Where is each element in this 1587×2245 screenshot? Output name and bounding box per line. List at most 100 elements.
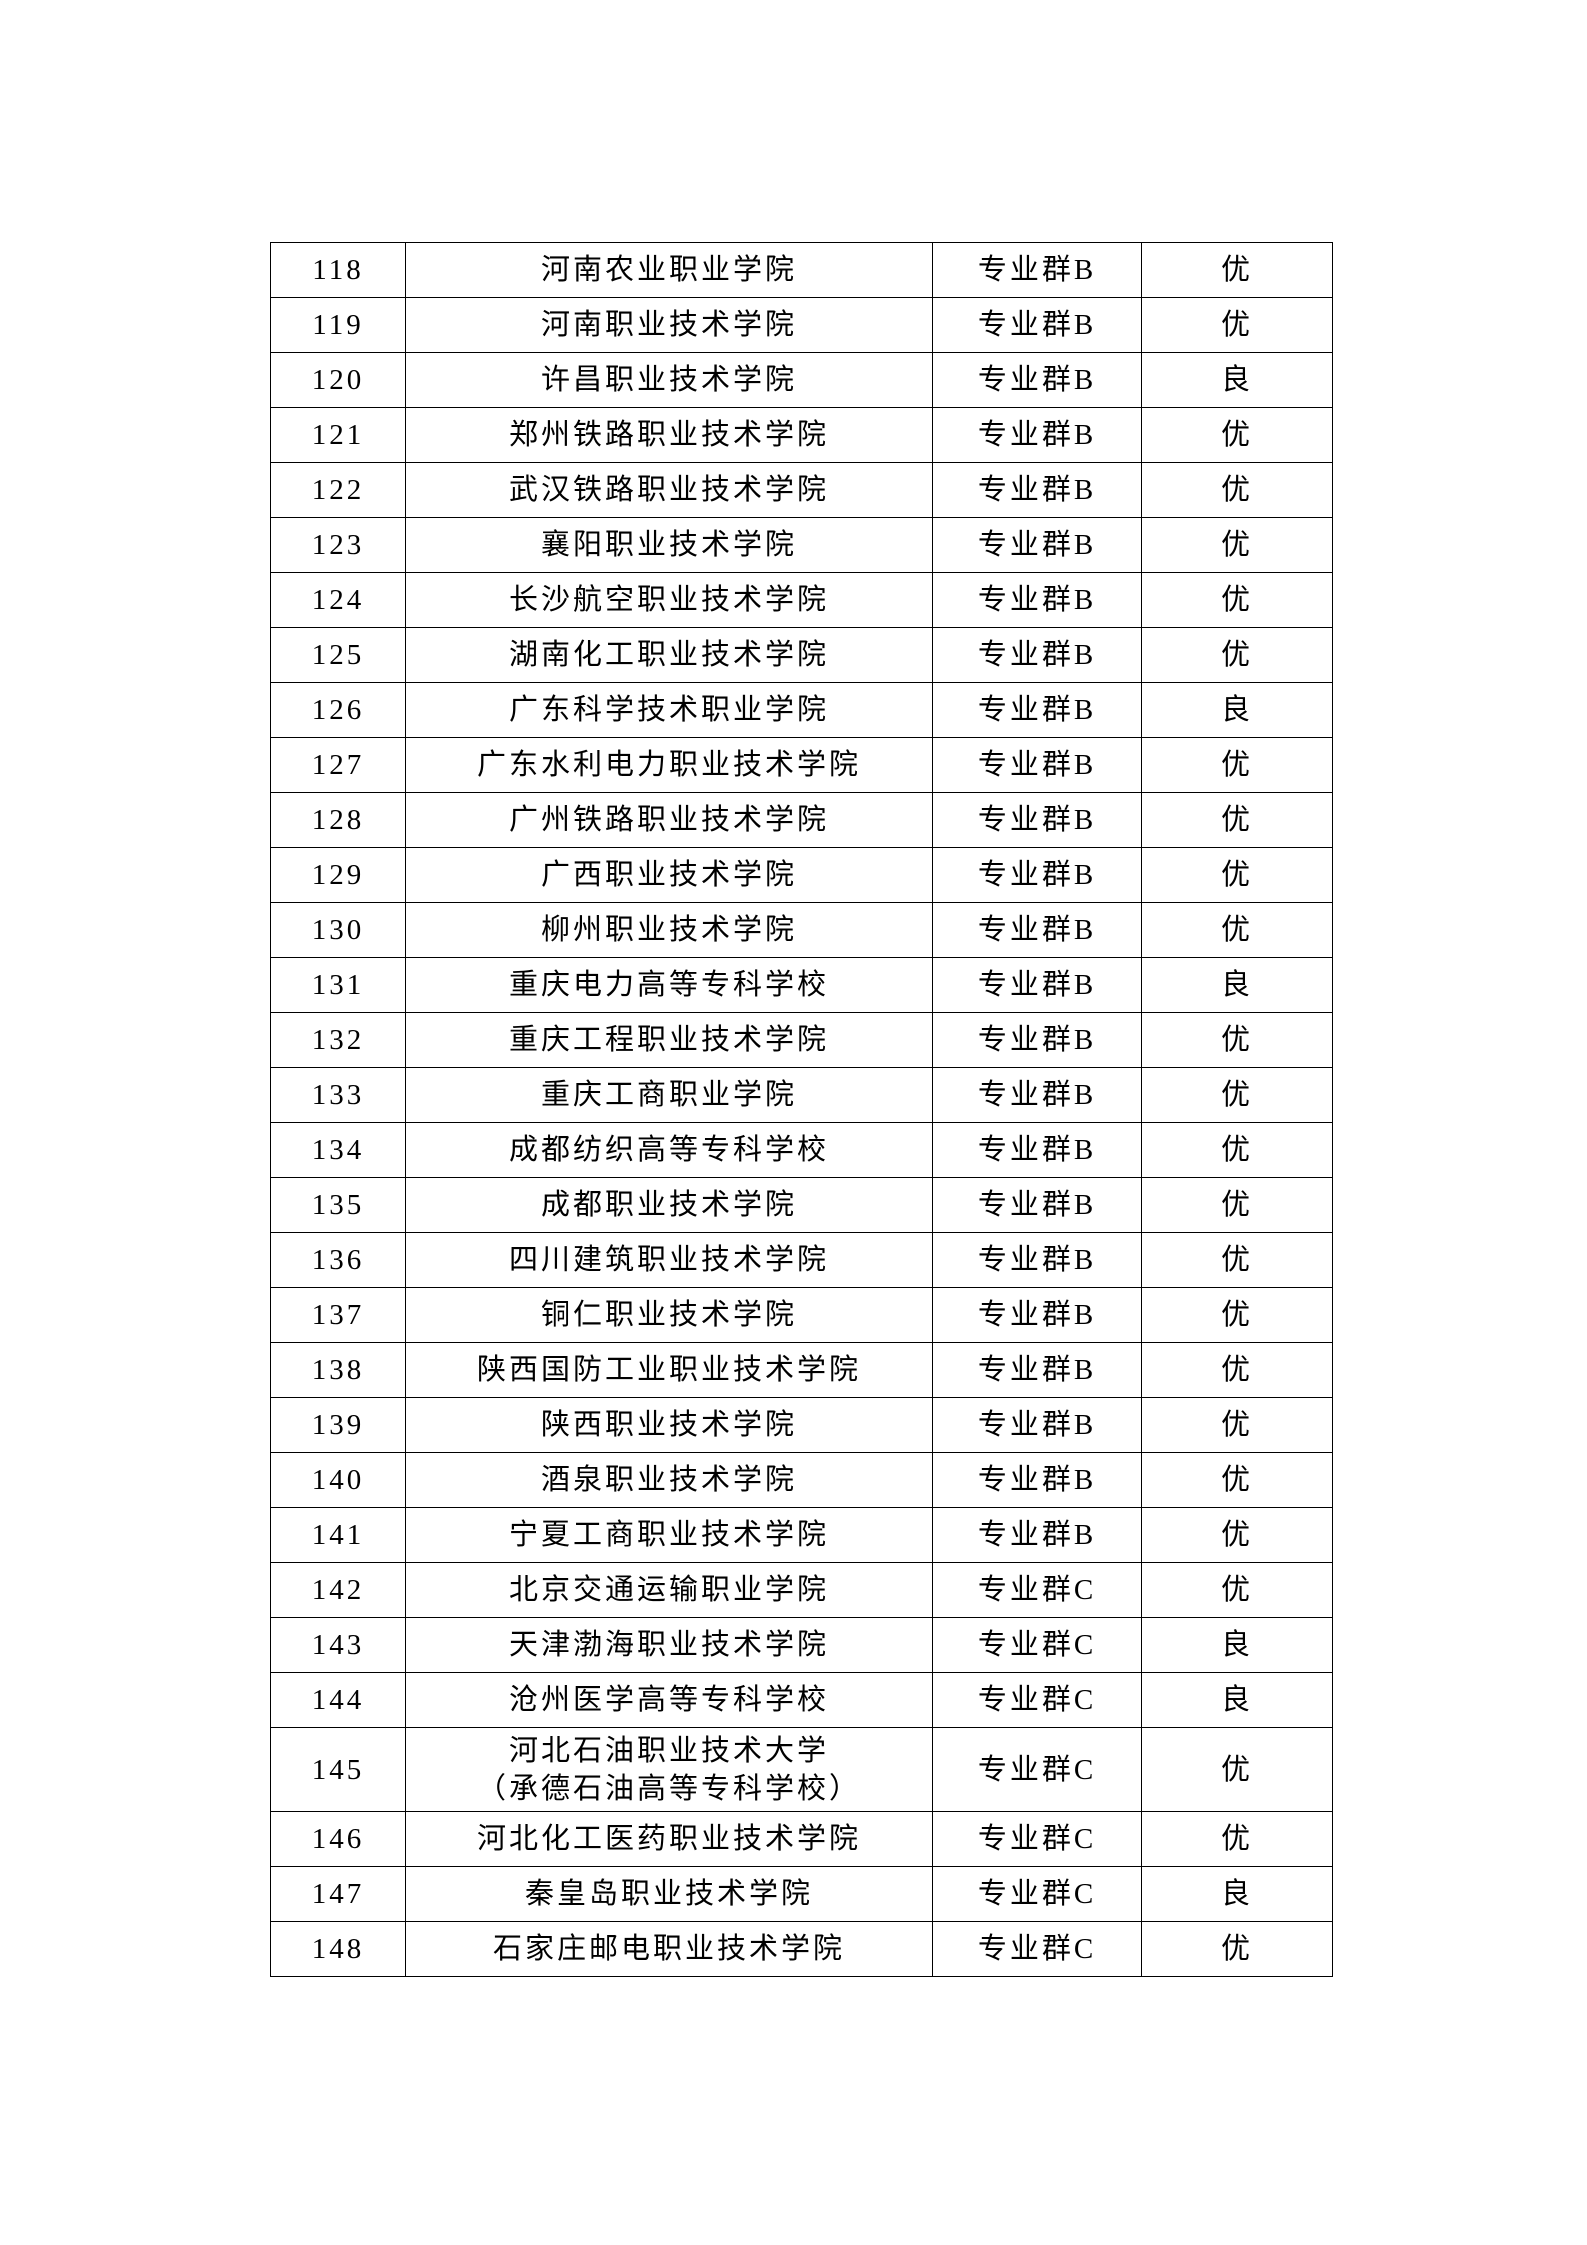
professional-group: 专业群B: [932, 902, 1142, 958]
school-name-line: 成都职业技术学院: [540, 1189, 797, 1221]
row-number: 118: [270, 242, 406, 298]
professional-group: 专业群B: [932, 297, 1142, 353]
school-name-line: 广东水利电力职业技术学院: [476, 749, 861, 781]
school-name: 柳州职业技术学院: [405, 902, 933, 958]
grade: 优: [1141, 1507, 1333, 1563]
table-row: 141 宁夏工商职业技术学院 专业群B 优: [270, 1507, 1333, 1563]
row-number: 128: [270, 792, 406, 848]
row-number: 139: [270, 1397, 406, 1453]
row-number: 125: [270, 627, 406, 683]
grade: 优: [1141, 737, 1333, 793]
table-row: 148 石家庄邮电职业技术学院 专业群C 优: [270, 1921, 1333, 1977]
school-name-line: 沧州医学高等专科学校: [508, 1684, 829, 1716]
grade: 优: [1141, 1727, 1333, 1812]
grade: 优: [1141, 517, 1333, 573]
grade: 优: [1141, 902, 1333, 958]
school-name: 许昌职业技术学院: [405, 352, 933, 408]
professional-group: 专业群B: [932, 242, 1142, 298]
professional-group: 专业群B: [932, 1507, 1142, 1563]
professional-group: 专业群C: [932, 1617, 1142, 1673]
grade: 优: [1141, 1342, 1333, 1398]
grade: 优: [1141, 462, 1333, 518]
school-name: 秦皇岛职业技术学院: [405, 1866, 933, 1922]
table-row: 131 重庆电力高等专科学校 专业群B 良: [270, 957, 1333, 1013]
school-name-line: 铜仁职业技术学院: [540, 1299, 797, 1331]
table-row: 129 广西职业技术学院 专业群B 优: [270, 847, 1333, 903]
row-number: 137: [270, 1287, 406, 1343]
school-name: 河南职业技术学院: [405, 297, 933, 353]
professional-group: 专业群B: [932, 1232, 1142, 1288]
grade: 良: [1141, 957, 1333, 1013]
table-body: 118 河南农业职业学院 专业群B 优 119 河南职业技术学院 专业群B 优 120 许昌职业技…: [270, 242, 1333, 1977]
table-row: 121 郑州铁路职业技术学院 专业群B 优: [270, 407, 1333, 463]
row-number: 140: [270, 1452, 406, 1508]
table-row: 130 柳州职业技术学院 专业群B 优: [270, 902, 1333, 958]
school-name: 宁夏工商职业技术学院: [405, 1507, 933, 1563]
school-name: 石家庄邮电职业技术学院: [405, 1921, 933, 1977]
results-table: 118 河南农业职业学院 专业群B 优 119 河南职业技术学院 专业群B 优 120 许昌职业技…: [270, 242, 1333, 1977]
school-name: 沧州医学高等专科学校: [405, 1672, 933, 1728]
professional-group: 专业群B: [932, 407, 1142, 463]
table-row: 122 武汉铁路职业技术学院 专业群B 优: [270, 462, 1333, 518]
table-row: 144 沧州医学高等专科学校 专业群C 良: [270, 1672, 1333, 1728]
school-name: 襄阳职业技术学院: [405, 517, 933, 573]
school-name-line: 酒泉职业技术学院: [540, 1464, 797, 1496]
professional-group: 专业群B: [932, 847, 1142, 903]
school-name: 广西职业技术学院: [405, 847, 933, 903]
table-row: 125 湖南化工职业技术学院 专业群B 优: [270, 627, 1333, 683]
grade: 优: [1141, 1397, 1333, 1453]
school-name-line: 秦皇岛职业技术学院: [524, 1878, 813, 1910]
school-name-line: 北京交通运输职业学院: [508, 1574, 829, 1606]
professional-group: 专业群B: [932, 1342, 1142, 1398]
table-row: 124 长沙航空职业技术学院 专业群B 优: [270, 572, 1333, 628]
grade: 优: [1141, 572, 1333, 628]
professional-group: 专业群B: [932, 1287, 1142, 1343]
school-name-line: 石家庄邮电职业技术学院: [492, 1933, 845, 1965]
row-number: 132: [270, 1012, 406, 1068]
row-number: 130: [270, 902, 406, 958]
school-name: 广东水利电力职业技术学院: [405, 737, 933, 793]
grade: 优: [1141, 1921, 1333, 1977]
grade: 优: [1141, 1067, 1333, 1123]
school-name: 湖南化工职业技术学院: [405, 627, 933, 683]
row-number: 145: [270, 1727, 406, 1812]
professional-group: 专业群B: [932, 462, 1142, 518]
school-name: 重庆工商职业学院: [405, 1067, 933, 1123]
school-name-line: 广州铁路职业技术学院: [508, 804, 829, 836]
row-number: 124: [270, 572, 406, 628]
school-name: 重庆工程职业技术学院: [405, 1012, 933, 1068]
school-name: 河北化工医药职业技术学院: [405, 1811, 933, 1867]
table-row: 119 河南职业技术学院 专业群B 优: [270, 297, 1333, 353]
row-number: 142: [270, 1562, 406, 1618]
professional-group: 专业群C: [932, 1672, 1142, 1728]
school-name-line: 河南职业技术学院: [540, 309, 797, 341]
row-number: 147: [270, 1866, 406, 1922]
table-row: 138 陕西国防工业职业技术学院 专业群B 优: [270, 1342, 1333, 1398]
school-name: 武汉铁路职业技术学院: [405, 462, 933, 518]
grade: 优: [1141, 1232, 1333, 1288]
professional-group: 专业群B: [932, 517, 1142, 573]
row-number: 122: [270, 462, 406, 518]
school-name-line: 柳州职业技术学院: [540, 914, 797, 946]
professional-group: 专业群C: [932, 1866, 1142, 1922]
school-name: 成都职业技术学院: [405, 1177, 933, 1233]
table-row: 127 广东水利电力职业技术学院 专业群B 优: [270, 737, 1333, 793]
professional-group: 专业群B: [932, 1067, 1142, 1123]
grade: 优: [1141, 407, 1333, 463]
row-number: 148: [270, 1921, 406, 1977]
table-row: 146 河北化工医药职业技术学院 专业群C 优: [270, 1811, 1333, 1867]
row-number: 143: [270, 1617, 406, 1673]
row-number: 121: [270, 407, 406, 463]
table-row: 134 成都纺织高等专科学校 专业群B 优: [270, 1122, 1333, 1178]
professional-group: 专业群B: [932, 352, 1142, 408]
table-row: 120 许昌职业技术学院 专业群B 良: [270, 352, 1333, 408]
school-name: 四川建筑职业技术学院: [405, 1232, 933, 1288]
school-name-line: 河北石油职业技术大学: [508, 1734, 829, 1767]
grade: 优: [1141, 1012, 1333, 1068]
grade: 优: [1141, 1452, 1333, 1508]
school-name-line: 广东科学技术职业学院: [508, 694, 829, 726]
professional-group: 专业群B: [932, 1452, 1142, 1508]
grade: 良: [1141, 1617, 1333, 1673]
school-name: 郑州铁路职业技术学院: [405, 407, 933, 463]
school-name-line: 重庆电力高等专科学校: [508, 969, 829, 1001]
